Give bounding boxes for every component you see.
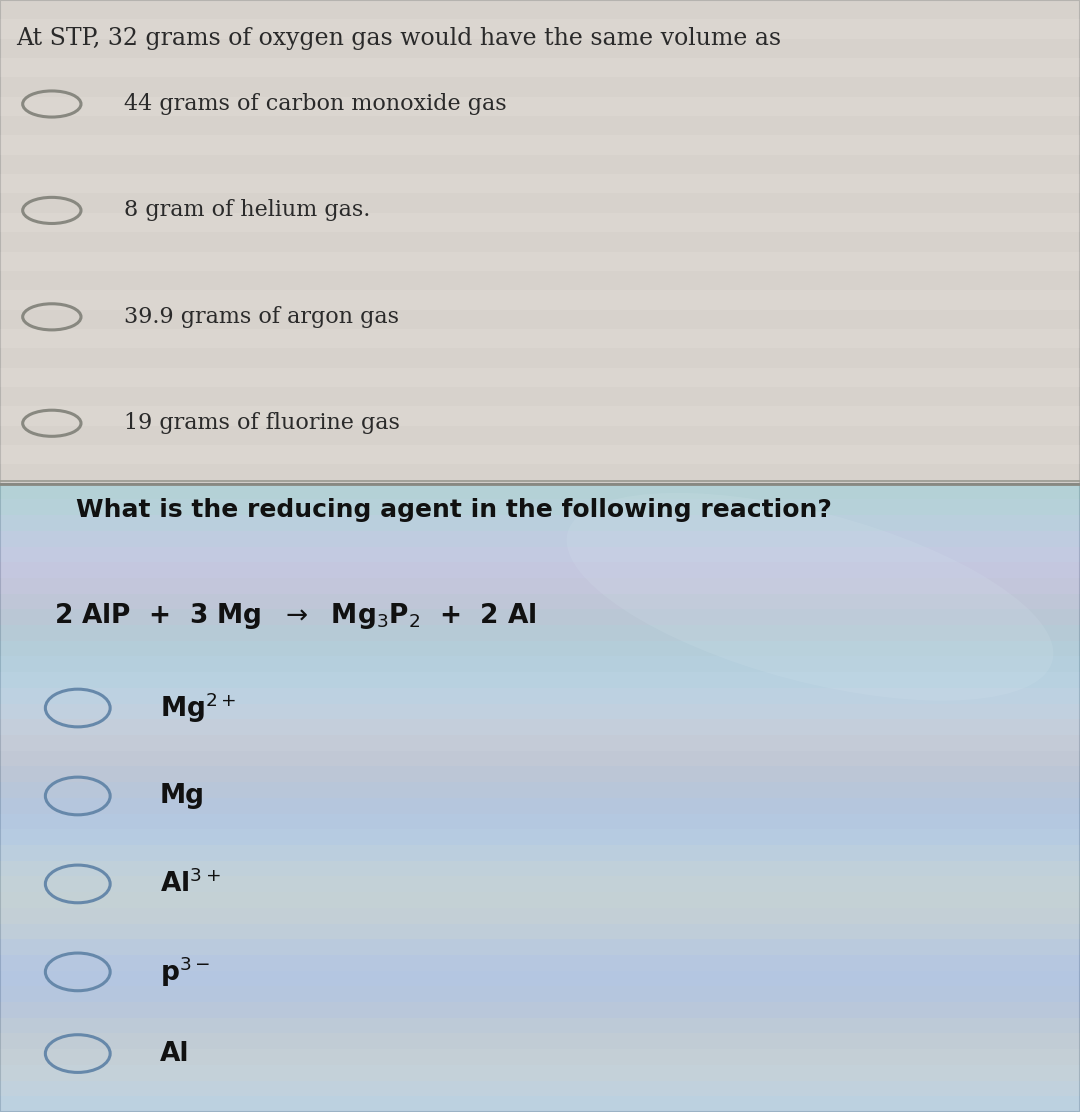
FancyBboxPatch shape xyxy=(0,530,1080,546)
FancyBboxPatch shape xyxy=(0,116,1080,136)
FancyBboxPatch shape xyxy=(0,735,1080,751)
FancyBboxPatch shape xyxy=(0,1081,1080,1096)
FancyBboxPatch shape xyxy=(0,329,1080,348)
FancyBboxPatch shape xyxy=(0,546,1080,563)
FancyBboxPatch shape xyxy=(0,751,1080,766)
Text: Mg$^{2+}$: Mg$^{2+}$ xyxy=(160,691,237,725)
FancyBboxPatch shape xyxy=(0,484,1080,499)
Text: p$^{3-}$: p$^{3-}$ xyxy=(160,954,210,990)
FancyBboxPatch shape xyxy=(0,406,1080,426)
FancyBboxPatch shape xyxy=(0,641,1080,656)
FancyBboxPatch shape xyxy=(0,515,1080,530)
FancyBboxPatch shape xyxy=(0,578,1080,594)
FancyBboxPatch shape xyxy=(0,830,1080,845)
FancyBboxPatch shape xyxy=(0,0,1080,484)
FancyBboxPatch shape xyxy=(0,672,1080,688)
Text: Al: Al xyxy=(160,1041,189,1066)
FancyBboxPatch shape xyxy=(0,688,1080,704)
FancyBboxPatch shape xyxy=(0,1050,1080,1065)
Text: At STP, 32 grams of oxygen gas would have the same volume as: At STP, 32 grams of oxygen gas would hav… xyxy=(16,27,781,50)
FancyBboxPatch shape xyxy=(0,814,1080,830)
FancyBboxPatch shape xyxy=(0,39,1080,58)
FancyBboxPatch shape xyxy=(0,78,1080,97)
FancyBboxPatch shape xyxy=(0,368,1080,387)
FancyBboxPatch shape xyxy=(0,309,1080,329)
FancyBboxPatch shape xyxy=(0,212,1080,232)
FancyBboxPatch shape xyxy=(0,1033,1080,1050)
FancyBboxPatch shape xyxy=(0,251,1080,271)
FancyBboxPatch shape xyxy=(0,704,1080,719)
Text: 8 gram of helium gas.: 8 gram of helium gas. xyxy=(124,199,370,221)
FancyBboxPatch shape xyxy=(0,1002,1080,1017)
FancyBboxPatch shape xyxy=(0,955,1080,971)
FancyBboxPatch shape xyxy=(0,193,1080,212)
FancyBboxPatch shape xyxy=(0,876,1080,892)
FancyBboxPatch shape xyxy=(0,563,1080,578)
FancyBboxPatch shape xyxy=(0,861,1080,876)
FancyBboxPatch shape xyxy=(0,271,1080,290)
FancyBboxPatch shape xyxy=(0,907,1080,923)
FancyBboxPatch shape xyxy=(0,656,1080,672)
Ellipse shape xyxy=(567,493,1053,701)
FancyBboxPatch shape xyxy=(0,499,1080,515)
FancyBboxPatch shape xyxy=(0,625,1080,641)
FancyBboxPatch shape xyxy=(0,136,1080,155)
FancyBboxPatch shape xyxy=(0,0,1080,19)
FancyBboxPatch shape xyxy=(0,845,1080,861)
FancyBboxPatch shape xyxy=(0,594,1080,609)
FancyBboxPatch shape xyxy=(0,387,1080,406)
FancyBboxPatch shape xyxy=(0,798,1080,814)
Text: 44 grams of carbon monoxide gas: 44 grams of carbon monoxide gas xyxy=(124,93,507,115)
Text: 39.9 grams of argon gas: 39.9 grams of argon gas xyxy=(124,306,400,328)
FancyBboxPatch shape xyxy=(0,290,1080,309)
FancyBboxPatch shape xyxy=(0,971,1080,986)
Text: 19 grams of fluorine gas: 19 grams of fluorine gas xyxy=(124,413,400,435)
FancyBboxPatch shape xyxy=(0,465,1080,484)
FancyBboxPatch shape xyxy=(0,986,1080,1002)
FancyBboxPatch shape xyxy=(0,782,1080,798)
Text: 2 AlP  +  3 Mg  $\rightarrow$  Mg$_3$P$_2$  +  2 Al: 2 AlP + 3 Mg $\rightarrow$ Mg$_3$P$_2$ +… xyxy=(54,600,537,631)
FancyBboxPatch shape xyxy=(0,1096,1080,1112)
FancyBboxPatch shape xyxy=(0,923,1080,940)
Text: Al$^{3+}$: Al$^{3+}$ xyxy=(160,870,220,898)
FancyBboxPatch shape xyxy=(0,155,1080,175)
FancyBboxPatch shape xyxy=(0,19,1080,39)
FancyBboxPatch shape xyxy=(0,766,1080,782)
FancyBboxPatch shape xyxy=(0,892,1080,907)
FancyBboxPatch shape xyxy=(0,1017,1080,1033)
FancyBboxPatch shape xyxy=(0,58,1080,78)
FancyBboxPatch shape xyxy=(0,484,1080,1112)
FancyBboxPatch shape xyxy=(0,175,1080,193)
FancyBboxPatch shape xyxy=(0,719,1080,735)
FancyBboxPatch shape xyxy=(0,97,1080,116)
Text: What is the reducing agent in the following reaction?: What is the reducing agent in the follow… xyxy=(76,497,832,522)
FancyBboxPatch shape xyxy=(0,348,1080,368)
FancyBboxPatch shape xyxy=(0,1065,1080,1081)
FancyBboxPatch shape xyxy=(0,232,1080,251)
FancyBboxPatch shape xyxy=(0,426,1080,445)
FancyBboxPatch shape xyxy=(0,940,1080,955)
Text: Mg: Mg xyxy=(160,783,205,808)
FancyBboxPatch shape xyxy=(0,609,1080,625)
FancyBboxPatch shape xyxy=(0,445,1080,465)
